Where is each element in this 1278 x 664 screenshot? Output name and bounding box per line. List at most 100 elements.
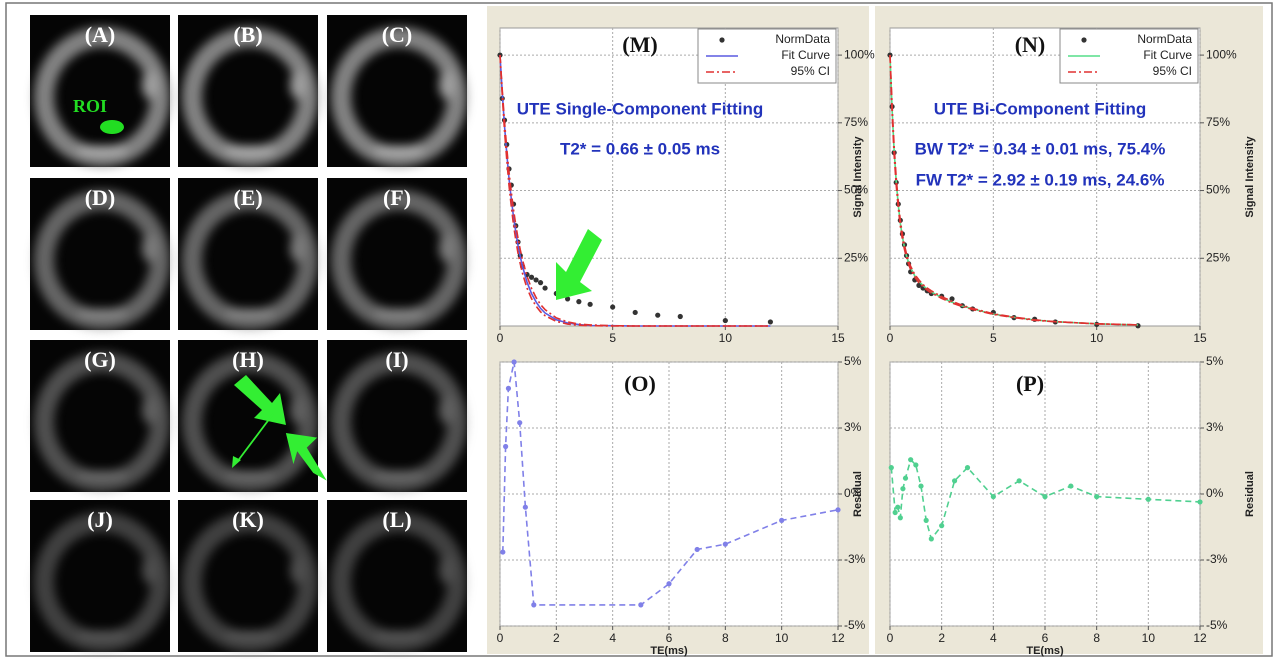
- bright: [225, 309, 275, 317]
- arrow: [285, 432, 327, 481]
- data-point: [1135, 323, 1141, 329]
- x-tick-label: 10: [719, 331, 733, 345]
- mri-image: (H): [178, 340, 318, 492]
- image-label: (F): [383, 185, 411, 210]
- y-tick-label: -5%: [1206, 618, 1228, 632]
- data-point: [531, 602, 537, 608]
- bright: [290, 556, 306, 584]
- data-point: [694, 546, 700, 553]
- annotation: T2* = 0.66 ± 0.05 ms: [560, 139, 720, 158]
- y-tick-label: 3%: [844, 420, 862, 434]
- y-axis-label: Residual: [1244, 471, 1256, 517]
- arrow: [556, 229, 602, 300]
- data-point: [887, 52, 893, 58]
- data-point: [565, 296, 571, 302]
- image-label: (H): [232, 347, 264, 372]
- bright: [439, 234, 455, 262]
- data-point: [522, 504, 528, 510]
- chart: -5% -3% 0% 3% 5% 0 2 4 6 8 10 12 TE(ms) Residual (P): [887, 354, 1256, 657]
- data-point: [655, 312, 661, 318]
- data-point: [916, 282, 922, 288]
- x-axis-label: TE(ms): [1026, 645, 1064, 657]
- mri-image: (D): [30, 178, 170, 330]
- bright: [225, 471, 275, 479]
- x-tick-label: 10: [775, 631, 789, 645]
- bright: [142, 556, 158, 584]
- data-point: [503, 443, 509, 450]
- legend-label: NormData: [1137, 32, 1192, 46]
- mri-image: (J): [30, 500, 170, 652]
- bright: [225, 631, 275, 639]
- x-tick-label: 8: [722, 631, 729, 645]
- data-point: [888, 465, 894, 471]
- data-point: [638, 602, 644, 608]
- data-point: [918, 483, 924, 489]
- data-point: [928, 536, 934, 542]
- image-label: (D): [85, 185, 116, 210]
- data-point: [1145, 496, 1151, 502]
- image-label: (E): [233, 185, 262, 210]
- data-point: [542, 285, 548, 291]
- tissue: [331, 27, 467, 167]
- x-tick-label: 15: [831, 331, 845, 345]
- series-line: [499, 55, 771, 327]
- mri-image: (I): [327, 340, 467, 492]
- legend-label: 95% CI: [1153, 64, 1192, 78]
- chart-title: UTE Bi-Component Fitting: [934, 99, 1146, 118]
- mri-image: (B): [178, 15, 318, 167]
- bright: [142, 396, 158, 424]
- y-tick-label: 0%: [844, 486, 862, 500]
- x-tick-label: 5: [990, 331, 997, 345]
- legend-swatch: [1081, 37, 1087, 43]
- chart: 25% 50% 75% 100% 0 5 10 15 Signal Intensity NormD…: [497, 27, 875, 345]
- data-point: [779, 517, 785, 524]
- legend-label: 95% CI: [791, 64, 830, 78]
- series-line: [889, 55, 1139, 326]
- mri-image: (L): [327, 500, 467, 652]
- bright: [142, 71, 158, 99]
- cortex: [34, 190, 170, 330]
- bright: [290, 396, 306, 424]
- bright: [439, 71, 455, 99]
- cortex: [331, 512, 467, 652]
- y-axis-label: Signal Intensity: [852, 135, 864, 217]
- x-tick-label: 4: [609, 631, 616, 645]
- image-label: (I): [385, 347, 408, 372]
- data-point: [610, 304, 616, 310]
- x-tick-label: 15: [1193, 331, 1207, 345]
- bright: [77, 631, 127, 639]
- cortex: [34, 512, 170, 652]
- y-tick-label: 5%: [844, 354, 862, 368]
- data-point: [500, 549, 506, 555]
- mri-image: (E): [178, 178, 318, 330]
- y-tick-label: 100%: [1206, 47, 1237, 61]
- data-point: [722, 317, 728, 324]
- legend-label: Fit Curve: [1143, 48, 1192, 62]
- bright: [439, 396, 455, 424]
- tissue: [34, 190, 170, 330]
- data-point: [1016, 478, 1022, 484]
- tissue: [34, 512, 170, 652]
- y-tick-label: 75%: [1206, 115, 1230, 129]
- cortex: [331, 352, 467, 492]
- x-tick-label: 4: [990, 631, 997, 645]
- y-tick-label: 3%: [1206, 420, 1224, 434]
- cortex: [182, 190, 318, 330]
- y-tick-label: 5%: [1206, 354, 1224, 368]
- bright: [374, 471, 424, 479]
- data-point: [900, 486, 906, 492]
- y-tick-label: 50%: [1206, 183, 1230, 197]
- data-point: [908, 457, 914, 463]
- image-label: (C): [382, 22, 413, 47]
- bright: [374, 631, 424, 639]
- y-tick-label: 25%: [844, 250, 868, 264]
- data-point: [632, 309, 638, 316]
- data-point: [767, 319, 774, 325]
- data-point: [902, 475, 909, 481]
- x-tick-label: 6: [666, 631, 673, 645]
- arrow: [234, 375, 286, 425]
- mri-image: (F): [327, 178, 467, 330]
- tissue: [182, 352, 318, 492]
- tissue: [182, 512, 318, 652]
- image-label: (K): [232, 507, 264, 532]
